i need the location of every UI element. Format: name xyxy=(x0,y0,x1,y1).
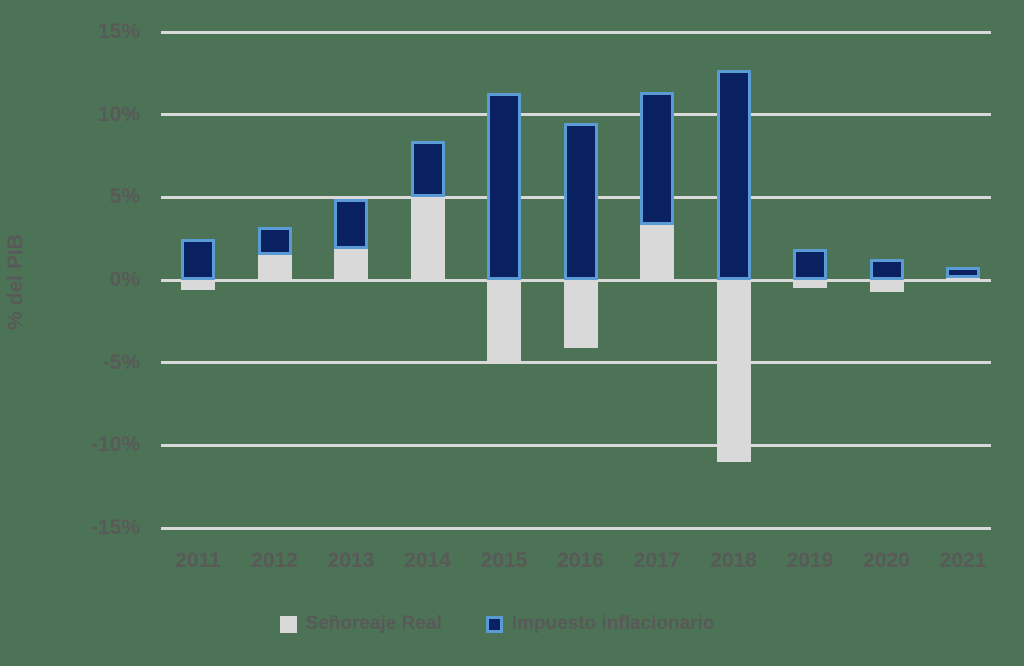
x-tick-label-2016: 2016 xyxy=(557,549,604,572)
x-tick-label-2014: 2014 xyxy=(404,549,451,572)
legend-label-impuesto-inflacionario: Impuesto inflacionario xyxy=(511,613,715,634)
legend-swatch-senoreaje-real-icon xyxy=(279,615,297,633)
y-tick-label-10%: 10% xyxy=(97,102,140,126)
gridline--5% xyxy=(161,361,991,365)
legend-item-impuesto-inflacionario: Impuesto inflacionario xyxy=(485,613,715,635)
x-tick-label-2012: 2012 xyxy=(251,549,298,572)
x-tick-label-2020: 2020 xyxy=(863,549,910,572)
bar-2014-senoreaje-real xyxy=(410,197,445,280)
bar-2016-impuesto-inflacionario xyxy=(563,122,598,280)
bar-2019-senoreaje-real xyxy=(793,280,827,289)
gridline--10% xyxy=(161,443,991,447)
bar-2021-impuesto-inflacionario xyxy=(946,266,980,279)
bar-2013-impuesto-inflacionario xyxy=(334,198,368,249)
y-axis-title: % del PIB xyxy=(4,234,27,330)
x-tick-label-2011: 2011 xyxy=(175,549,221,572)
gridline-10% xyxy=(161,113,991,117)
bar-2018-senoreaje-real xyxy=(716,280,751,462)
bar-2020-senoreaje-real xyxy=(869,280,904,292)
legend-item-senoreaje-real: Señoreaje Real xyxy=(279,613,442,635)
y-tick-label--5%: -5% xyxy=(102,350,140,374)
gridline--15% xyxy=(161,526,991,530)
x-tick-label-2013: 2013 xyxy=(327,549,375,572)
x-tick-label-2021: 2021 xyxy=(939,549,987,572)
bar-2011-impuesto-inflacionario xyxy=(181,238,215,280)
bar-2017-senoreaje-real xyxy=(640,225,674,280)
x-tick-label-2019: 2019 xyxy=(786,549,834,572)
bar-2011-senoreaje-real xyxy=(181,280,215,290)
legend-label-senoreaje-real: Señoreaje Real xyxy=(305,613,442,634)
y-tick-label--10%: -10% xyxy=(90,433,140,457)
y-tick-label-0%: 0% xyxy=(109,268,140,291)
gridline-15% xyxy=(161,30,991,34)
bar-2015-impuesto-inflacionario xyxy=(487,93,521,280)
bar-2012-senoreaje-real xyxy=(257,255,292,280)
bar-2012-impuesto-inflacionario xyxy=(257,227,292,256)
bar-2020-impuesto-inflacionario xyxy=(869,258,904,280)
bar-2014-impuesto-inflacionario xyxy=(410,141,445,198)
bar-2018-impuesto-inflacionario xyxy=(716,70,751,280)
legend: Señoreaje Real Impuesto inflacionario xyxy=(0,608,1009,640)
bar-2017-impuesto-inflacionario xyxy=(640,91,674,226)
bar-2019-impuesto-inflacionario xyxy=(793,248,827,280)
bar-2016-senoreaje-real xyxy=(563,280,598,348)
y-tick-label-5%: 5% xyxy=(109,185,140,209)
legend-swatch-impuesto-inflacionario-icon xyxy=(485,615,503,633)
bar-2015-senoreaje-real xyxy=(487,280,521,361)
plot-area xyxy=(161,30,991,530)
bar-2021-senoreaje-real xyxy=(946,278,980,280)
x-tick-label-2018: 2018 xyxy=(710,549,757,572)
bar-2013-senoreaje-real xyxy=(334,248,368,280)
y-tick-label--15%: -15% xyxy=(90,516,140,539)
y-tick-label-15%: 15% xyxy=(97,20,140,43)
x-tick-label-2017: 2017 xyxy=(633,549,681,572)
x-tick-label-2015: 2015 xyxy=(480,549,528,572)
